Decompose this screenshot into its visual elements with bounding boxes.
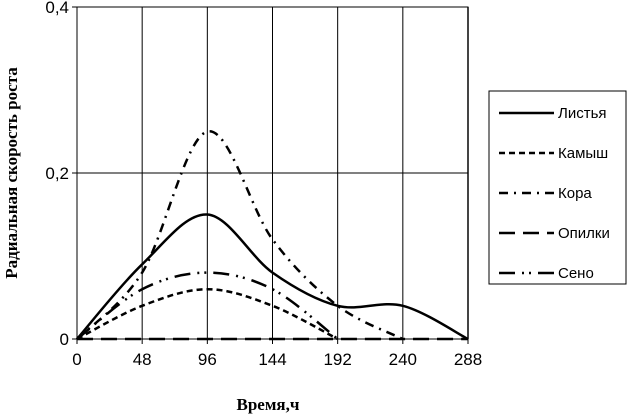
y-axis-label: Радиальная скорость роста: [2, 67, 21, 279]
legend: Листья Камыш Кора Опилки Сено: [489, 91, 626, 284]
x-tick-label: 96: [198, 350, 217, 369]
x-tick-label: 288: [454, 350, 482, 369]
x-tick-label: 48: [133, 350, 152, 369]
x-tick-label: 144: [258, 350, 286, 369]
y-tick-label: 0,4: [45, 0, 69, 17]
x-axis-label: Время,ч: [237, 395, 300, 414]
legend-label: Камыш: [558, 145, 608, 162]
legend-label: Сено: [558, 265, 594, 282]
legend-label: Кора: [558, 185, 592, 202]
legend-label: Опилки: [558, 225, 610, 242]
x-tick-label: 240: [389, 350, 417, 369]
y-tick-label: 0,2: [45, 164, 69, 183]
x-tick-label: 0: [72, 350, 81, 369]
y-tick-label: 0: [60, 330, 69, 349]
x-tick-label: 192: [323, 350, 351, 369]
legend-label: Листья: [558, 105, 607, 122]
